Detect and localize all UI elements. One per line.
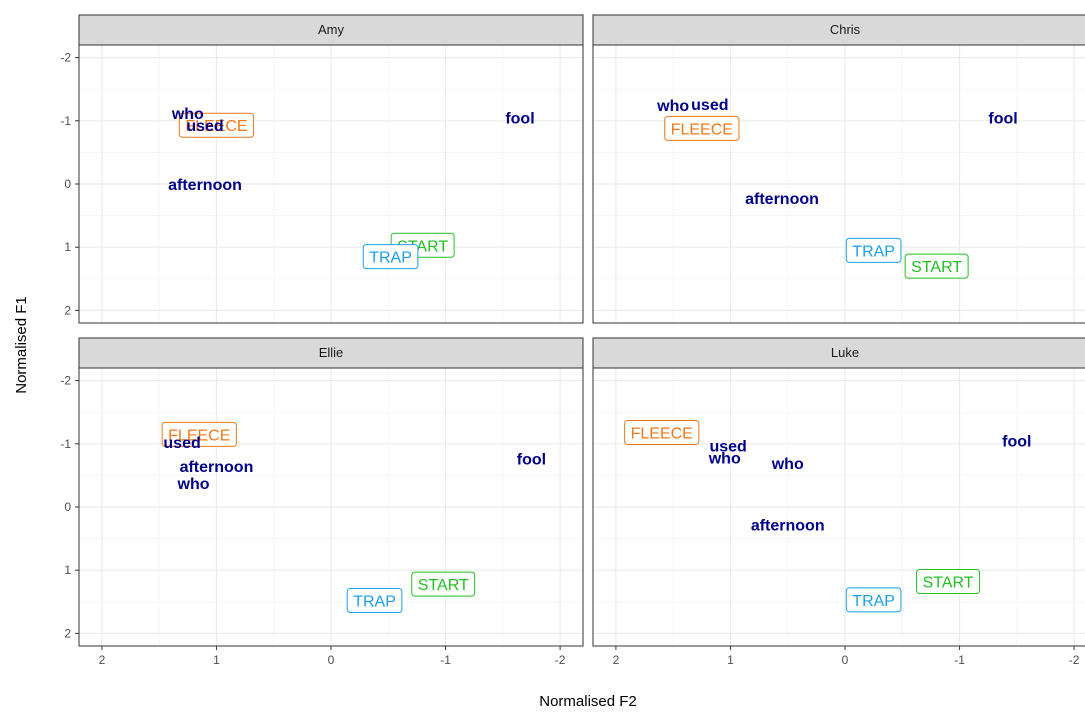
- y-tick-label: -1: [60, 437, 71, 451]
- word-label-fool: fool: [505, 111, 534, 128]
- vowel-label-start: START: [904, 253, 969, 279]
- vowel-label-text: FLEECE: [185, 118, 247, 135]
- word-label-used: used: [709, 439, 746, 456]
- vowel-label-box: [904, 253, 969, 279]
- facet-strip: [78, 337, 584, 369]
- x-tick-label: 1: [213, 653, 220, 667]
- word-label-who: who: [656, 98, 689, 115]
- vowel-label-start: START: [411, 571, 476, 597]
- y-tick-label: -1: [60, 114, 71, 128]
- vowel-label-fleece: FLEECE: [178, 112, 255, 138]
- vowel-label-box: [916, 569, 981, 595]
- vowel-label-trap: TRAP: [845, 587, 902, 613]
- panels-layer: AmyFLEECESTARTTRAPwhousedafternoonfoolCh…: [78, 14, 1085, 647]
- gridlines: [593, 368, 1085, 646]
- vowel-label-box: [178, 112, 255, 138]
- y-tick-label: -2: [60, 51, 71, 65]
- y-axis-title: Normalised F1: [13, 296, 30, 394]
- vowel-label-text: TRAP: [353, 594, 396, 611]
- x-tick-label: 2: [613, 653, 620, 667]
- word-label-fool: fool: [517, 451, 546, 468]
- facet-strip-label: Chris: [830, 22, 861, 37]
- word-label-who: who: [177, 476, 210, 493]
- word-label-afternoon: afternoon: [745, 191, 819, 208]
- panel-border: [592, 44, 1085, 324]
- y-tick-label: -2: [60, 374, 71, 388]
- vowel-label-text: FLEECE: [631, 425, 693, 442]
- word-label-fool: fool: [1002, 434, 1031, 451]
- vowel-label-box: [161, 421, 237, 447]
- word-label-afternoon: afternoon: [168, 177, 242, 194]
- y-tick-label: 0: [64, 500, 71, 514]
- vowel-label-fleece: FLEECE: [664, 115, 740, 141]
- facet-strip: [78, 14, 584, 46]
- gridlines: [79, 368, 583, 646]
- x-tick-label: 0: [328, 653, 335, 667]
- vowel-label-text: TRAP: [852, 593, 895, 610]
- vowel-label-fleece: FLEECE: [624, 419, 700, 445]
- vowel-label-text: START: [923, 575, 974, 592]
- word-label-used: used: [163, 435, 200, 452]
- facet-strip-label: Luke: [831, 345, 859, 360]
- vowel-label-box: [411, 571, 476, 597]
- vowel-label-box: [664, 115, 740, 141]
- vowel-label-text: FLEECE: [168, 427, 230, 444]
- y-axes: -2 -1 0 1 2 -2 -1 0 1 2: [60, 51, 79, 640]
- x-tick-label: 2: [99, 653, 106, 667]
- x-axes: 2 1 0 -1 -2 2 1 0 -1 -2: [99, 646, 1080, 667]
- vowel-label-box: [362, 244, 419, 270]
- x-tick-label: -2: [1069, 653, 1080, 667]
- vowel-label-start: START: [916, 569, 981, 595]
- y-tick-label: 1: [64, 240, 71, 254]
- vowel-label-trap: TRAP: [362, 244, 419, 270]
- x-tick-label: -1: [440, 653, 451, 667]
- vowel-label-text: FLEECE: [671, 121, 733, 138]
- vowel-label-trap: TRAP: [346, 588, 403, 614]
- x-tick-label: -1: [954, 653, 965, 667]
- vowel-label-text: TRAP: [852, 243, 895, 260]
- word-label-who: who: [171, 106, 204, 123]
- vowel-label-box: [346, 588, 403, 614]
- word-label-who: who: [771, 456, 804, 473]
- gridlines: [593, 45, 1085, 323]
- word-label-used: used: [691, 97, 728, 114]
- gridlines: [79, 45, 583, 323]
- facet-strip: [592, 337, 1085, 369]
- facet-strip-label: Amy: [318, 22, 345, 37]
- word-label-who: who: [708, 451, 741, 468]
- word-label-afternoon: afternoon: [180, 459, 254, 476]
- y-tick-label: 2: [64, 626, 71, 640]
- y-tick-label: 1: [64, 563, 71, 577]
- x-tick-label: 1: [727, 653, 734, 667]
- panel-chris: Chris FLEECE TRAP START who used afternoon fool: [592, 14, 1085, 324]
- vowel-label-text: START: [418, 577, 469, 594]
- vowel-label-box: [845, 587, 902, 613]
- vowel-label-text: START: [911, 259, 962, 276]
- x-tick-label: 0: [842, 653, 849, 667]
- facet-strip-label: Ellie: [319, 345, 344, 360]
- word-label-fool: fool: [988, 111, 1017, 128]
- word-label-afternoon: afternoon: [751, 518, 825, 535]
- x-axis-title: Normalised F2: [539, 693, 637, 710]
- vowel-label-fleece: FLEECE: [161, 421, 237, 447]
- vowel-label-trap: TRAP: [845, 237, 902, 263]
- y-tick-label: 0: [64, 177, 71, 191]
- x-tick-label: -2: [555, 653, 566, 667]
- word-label-used: used: [186, 118, 223, 135]
- vowel-label-box: [624, 419, 700, 445]
- vowel-label-box: [845, 237, 902, 263]
- y-tick-label: 2: [64, 303, 71, 317]
- vowel-label-text: TRAP: [369, 250, 412, 267]
